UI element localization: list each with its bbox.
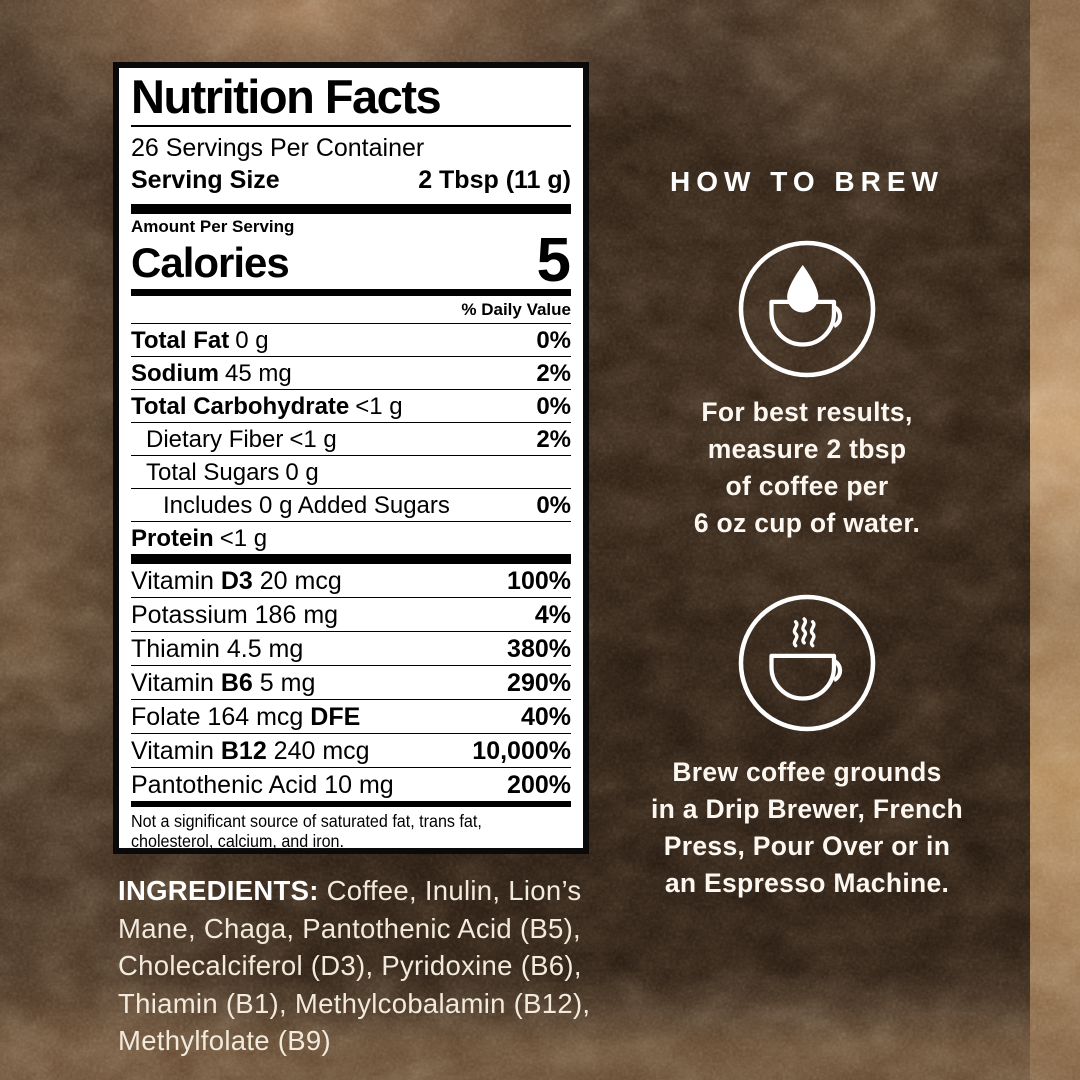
steaming-cup-icon [738,594,876,732]
daily-value-header: % Daily Value [131,296,571,324]
nutrient-row-sodium: Sodium 45 mg 2% [131,357,571,390]
nutrition-facts-label: Nutrition Facts 26 Servings Per Containe… [113,62,589,854]
nutrient-row-protein: Protein <1 g [131,524,268,552]
serving-size-label: Serving Size [131,165,280,194]
ingredients-label: INGREDIENTS: [118,875,319,906]
ingredients-text: INGREDIENTS: Coffee, Inulin, Lion’s Mane… [118,875,591,1056]
calories-row: Calories 5 [131,225,571,295]
vitamin-row-d3: Vitamin D3 20 mcg 100% [131,564,571,598]
vitamin-row-pantothenic-acid: Pantothenic Acid 10 mg 200% [131,770,571,799]
how-to-brew-section: HOW TO BREW For best results, measure 2 … [650,166,964,902]
vitamin-row-b6: Vitamin B6 5 mg 290% [131,666,571,700]
servings-per-container: 26 Servings Per Container [131,133,425,162]
medium-separator [131,288,571,296]
how-to-brew-title: HOW TO BREW [670,166,944,197]
vitamin-row-folate: Folate 164 mcg DFE 40% [131,700,571,734]
brew-step-1-text: For best results, measure 2 tbsp of coff… [693,397,921,538]
vitamin-row-b12: Vitamin B12 240 mcg 10,000% [131,734,571,768]
nutrient-row-total-sugars: Total Sugars 0 g [131,456,571,489]
amount-per-serving-label: Amount Per Serving [131,216,295,236]
brew-step-2-text: Brew coffee grounds in a Drip Brewer, Fr… [650,757,964,898]
footnote-separator [131,800,571,807]
nutrient-row-added-sugars: Includes 0 g Added Sugars 0% [131,489,571,522]
vitamin-row-thiamin: Thiamin 4.5 mg 380% [131,632,571,666]
title-rule [131,124,571,127]
label-footnote: Not a significant source of saturated fa… [131,810,482,851]
vitamin-row-potassium: Potassium 186 mg 4% [131,598,571,632]
calories-label: Calories [131,238,290,286]
serving-size-row: Serving Size 2 Tbsp (11 g) [131,166,571,195]
nutrition-facts-title: Nutrition Facts [131,70,442,123]
serving-size-value: 2 Tbsp (11 g) [418,165,571,194]
background-light-strip [1030,0,1080,1080]
nutrient-row-total-carbohydrate: Total Carbohydrate <1 g 0% [131,390,571,423]
water-drop-cup-icon [738,240,876,378]
nutrient-row-dietary-fiber: Dietary Fiber <1 g 2% [131,423,571,456]
thick-separator [131,553,571,564]
calories-value: 5 [536,225,571,295]
thick-separator [131,203,571,214]
nutrient-row-total-fat: Total Fat 0 g 0% [131,324,571,357]
